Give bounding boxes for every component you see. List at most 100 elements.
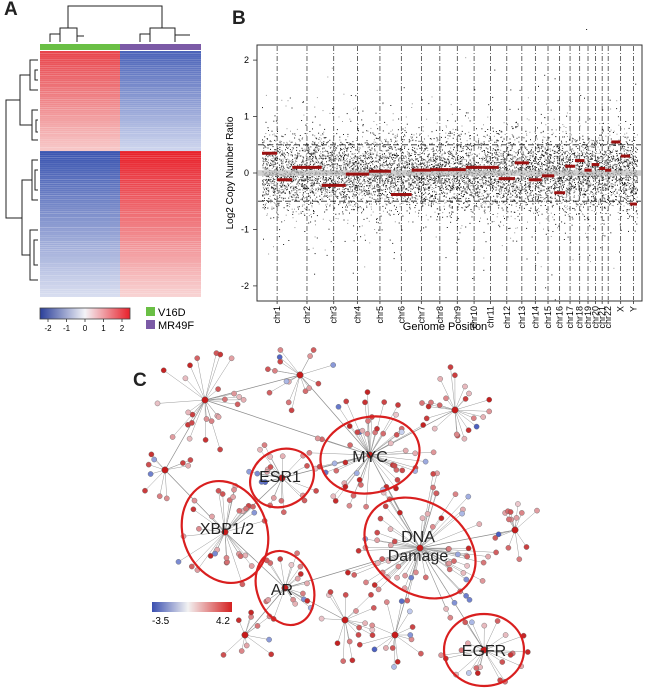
cn-point [376,218,377,220]
cn-point [471,211,473,213]
cn-point [299,192,301,193]
cn-point [326,164,328,166]
cn-point [313,177,315,179]
cn-point [433,138,435,140]
cn-point [270,165,271,166]
cn-point [399,181,401,183]
cn-point [428,155,429,157]
cn-point [459,109,461,110]
cn-point [274,185,276,187]
cn-point [395,137,397,139]
cn-point [291,150,293,152]
cn-point [354,189,356,191]
cn-point [268,253,270,255]
cn-point [402,181,404,183]
heatmap-row [40,247,201,248]
cn-point [303,114,305,116]
cn-point [274,190,276,192]
cn-point [497,213,499,215]
cn-point [432,147,434,149]
cn-point [300,184,302,186]
cn-point [491,183,493,185]
cn-point [385,186,387,188]
cn-point [269,165,271,167]
cn-point [464,133,466,135]
cn-point [309,149,311,151]
cn-point [321,160,323,162]
cn-point [325,180,327,182]
cn-point [458,238,460,240]
cn-point [311,185,313,187]
cn-point [405,131,407,133]
cn-point [426,161,428,163]
cn-point [474,185,476,186]
cn-point [291,208,293,210]
cn-point [272,186,273,188]
cn-point [437,151,439,153]
cn-point [304,187,306,189]
cn-point [433,203,434,205]
cn-point [417,164,419,166]
cn-point [302,185,304,187]
heatmap-block-top-right [120,51,201,151]
cn-point [376,160,378,162]
cn-point [314,135,316,137]
cn-point [305,124,307,126]
heatmap-row [40,289,201,290]
cn-point [314,236,316,238]
cn-point [488,164,490,166]
cn-point [457,194,459,196]
cn-point [374,157,376,158]
cn-point [445,125,447,127]
heatmap-row [40,153,201,154]
cn-point [443,175,445,177]
cn-point [413,166,415,168]
cn-point [324,165,326,167]
cn-point [366,205,368,207]
cn-point [329,199,331,201]
cn-point [460,163,462,165]
cn-point [459,150,460,152]
cn-point [296,168,298,170]
cn-point [441,185,443,187]
cn-point [371,169,373,171]
cn-point [293,144,295,146]
cn-point [395,141,397,143]
cn-point [305,134,307,136]
cn-point [286,152,288,154]
cn-point [421,184,423,186]
cn-point [434,176,436,178]
cn-point [377,198,379,199]
cn-point [403,157,405,159]
heatmap-row [40,265,201,266]
cn-point [280,167,282,169]
cn-point [338,204,340,206]
cn-point [414,211,416,213]
cn-point [423,199,425,201]
cn-point [279,191,280,193]
cn-point [421,179,423,181]
cn-point [292,211,294,213]
cn-point [448,205,450,207]
cn-point [323,165,325,167]
cn-point [288,185,289,187]
cn-point [315,160,317,162]
cn-point [402,160,404,162]
cn-point [312,159,314,161]
cn-point [403,191,405,193]
cn-point [482,185,484,187]
cn-point [439,182,441,184]
cn-point [480,198,482,200]
cn-point [435,194,436,196]
cn-point [266,164,268,166]
cn-point [432,202,434,204]
cn-point [359,183,361,185]
cn-point [305,144,307,146]
cn-point [426,188,428,190]
cn-point [332,108,334,110]
cn-point [286,164,288,166]
cn-point [297,176,299,178]
cn-point [463,158,465,160]
cn-point [345,139,347,141]
